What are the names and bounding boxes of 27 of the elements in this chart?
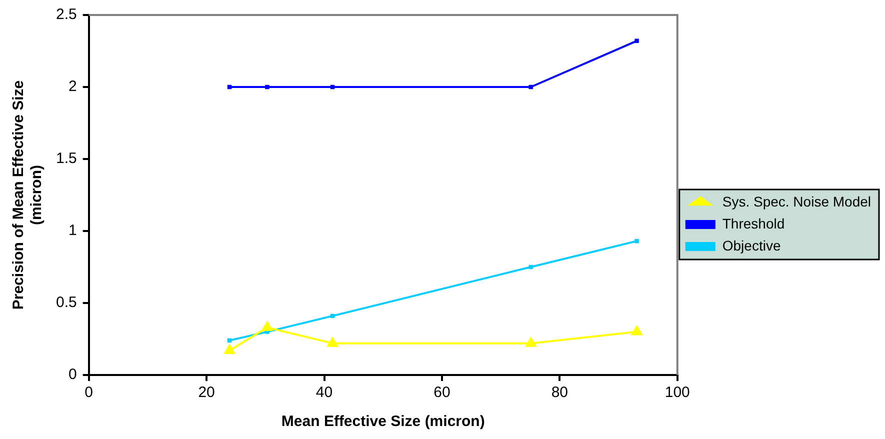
- x-tick-label: 20: [198, 384, 215, 402]
- y-tick-label: 2: [68, 78, 77, 96]
- y-tick-label: 1: [68, 222, 77, 240]
- point: [634, 238, 639, 244]
- y-tick-label: 0.5: [56, 294, 77, 312]
- legend-label: Objective: [722, 237, 781, 254]
- point: [630, 324, 643, 336]
- y-tick-label: 0: [68, 366, 77, 384]
- point: [528, 264, 533, 270]
- x-tick-label: 60: [434, 384, 450, 402]
- legend-label: Threshold: [722, 215, 785, 232]
- x-axis-title: Mean Effective Size (micron): [281, 413, 485, 430]
- point: [261, 320, 274, 331]
- x-tick-label: 80: [551, 384, 568, 402]
- point: [528, 84, 533, 90]
- point: [223, 344, 236, 354]
- point: [634, 38, 639, 44]
- x-tick-label: 100: [664, 384, 690, 402]
- point: [524, 336, 537, 347]
- x-tick-label: 40: [316, 384, 333, 402]
- legend-label: Sys. Spec. Noise Model: [722, 193, 872, 210]
- point: [265, 84, 270, 90]
- y-tick-label: 1.5: [56, 150, 77, 168]
- y-axis-title: Precision of Mean Effective Size (micron): [10, 80, 46, 310]
- point: [326, 336, 339, 347]
- y-tick-label: 2.5: [56, 6, 77, 24]
- x-tick-label: 0: [84, 384, 94, 402]
